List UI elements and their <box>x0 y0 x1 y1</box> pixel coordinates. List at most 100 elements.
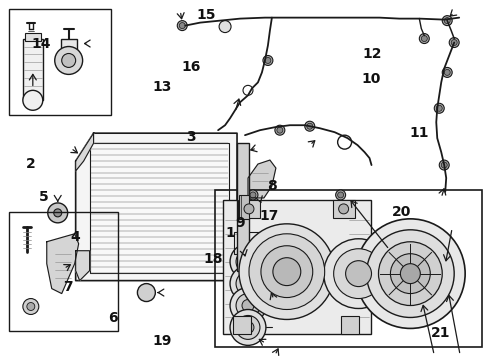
Bar <box>215 190 482 347</box>
Text: 18: 18 <box>203 252 223 266</box>
Text: 19: 19 <box>152 334 171 348</box>
Text: 21: 21 <box>431 327 450 341</box>
Circle shape <box>400 264 420 284</box>
Circle shape <box>219 21 231 32</box>
Circle shape <box>391 254 430 293</box>
Circle shape <box>242 321 254 333</box>
Circle shape <box>444 18 450 24</box>
Bar <box>341 316 359 334</box>
Circle shape <box>236 272 260 296</box>
Circle shape <box>367 230 454 318</box>
Bar <box>9 212 119 332</box>
Circle shape <box>442 15 452 26</box>
Circle shape <box>27 302 35 310</box>
Text: 13: 13 <box>152 80 171 94</box>
Polygon shape <box>75 133 94 171</box>
Circle shape <box>339 204 348 214</box>
Circle shape <box>439 160 449 170</box>
Circle shape <box>261 246 313 298</box>
Circle shape <box>248 190 258 200</box>
Circle shape <box>242 278 254 289</box>
Text: 2: 2 <box>26 157 36 171</box>
Circle shape <box>336 190 345 200</box>
Bar <box>61 39 76 50</box>
Polygon shape <box>47 234 78 293</box>
Circle shape <box>451 40 457 45</box>
Circle shape <box>55 46 83 75</box>
Text: 4: 4 <box>70 230 80 244</box>
Circle shape <box>230 244 266 280</box>
Polygon shape <box>75 251 90 280</box>
Text: 5: 5 <box>39 190 49 204</box>
Circle shape <box>236 293 260 318</box>
Circle shape <box>177 21 187 31</box>
Circle shape <box>444 69 450 75</box>
Text: 17: 17 <box>260 209 279 223</box>
Text: 8: 8 <box>268 179 277 193</box>
Circle shape <box>249 234 325 310</box>
Circle shape <box>434 103 444 113</box>
Bar <box>233 316 251 334</box>
Polygon shape <box>75 133 237 280</box>
Text: 1: 1 <box>225 226 235 240</box>
Polygon shape <box>248 160 276 198</box>
Circle shape <box>275 125 285 135</box>
Text: 16: 16 <box>182 60 201 74</box>
Text: 3: 3 <box>187 130 196 144</box>
Circle shape <box>54 209 62 217</box>
Bar <box>333 200 355 218</box>
Circle shape <box>242 300 254 311</box>
Bar <box>223 200 370 334</box>
Circle shape <box>277 127 283 133</box>
Circle shape <box>179 23 185 28</box>
Bar <box>23 39 43 100</box>
Text: 11: 11 <box>409 126 429 140</box>
Circle shape <box>48 203 68 223</box>
Text: 15: 15 <box>196 8 216 22</box>
Circle shape <box>230 310 266 345</box>
Circle shape <box>421 36 427 41</box>
Bar <box>237 143 249 271</box>
Bar <box>90 143 229 273</box>
Circle shape <box>356 219 465 328</box>
Circle shape <box>242 256 254 268</box>
Circle shape <box>239 224 335 319</box>
Circle shape <box>62 54 75 67</box>
Circle shape <box>441 162 447 168</box>
Text: 9: 9 <box>235 216 245 230</box>
Circle shape <box>250 192 256 198</box>
Circle shape <box>244 204 254 214</box>
Circle shape <box>378 242 442 306</box>
Circle shape <box>23 298 39 315</box>
Circle shape <box>265 58 271 63</box>
Bar <box>9 9 111 115</box>
Circle shape <box>345 261 371 287</box>
Text: 20: 20 <box>392 205 411 219</box>
Text: 6: 6 <box>108 311 118 325</box>
Circle shape <box>305 121 315 131</box>
Circle shape <box>23 90 43 110</box>
Circle shape <box>449 37 459 48</box>
Circle shape <box>307 123 313 129</box>
Circle shape <box>334 249 384 298</box>
Circle shape <box>263 55 273 66</box>
Circle shape <box>137 284 155 302</box>
Bar <box>238 200 260 218</box>
Circle shape <box>230 288 266 323</box>
Bar <box>25 32 41 41</box>
Circle shape <box>273 258 301 285</box>
Circle shape <box>236 250 260 274</box>
Circle shape <box>338 192 343 198</box>
Text: 14: 14 <box>31 37 51 51</box>
Bar <box>234 232 262 254</box>
Circle shape <box>419 33 429 44</box>
Circle shape <box>436 105 442 111</box>
Text: 12: 12 <box>362 47 382 61</box>
Text: 10: 10 <box>361 72 381 86</box>
Circle shape <box>324 239 393 309</box>
Circle shape <box>230 266 266 302</box>
Circle shape <box>442 67 452 77</box>
Text: 7: 7 <box>64 280 73 294</box>
Bar <box>239 195 249 219</box>
Circle shape <box>236 315 260 339</box>
